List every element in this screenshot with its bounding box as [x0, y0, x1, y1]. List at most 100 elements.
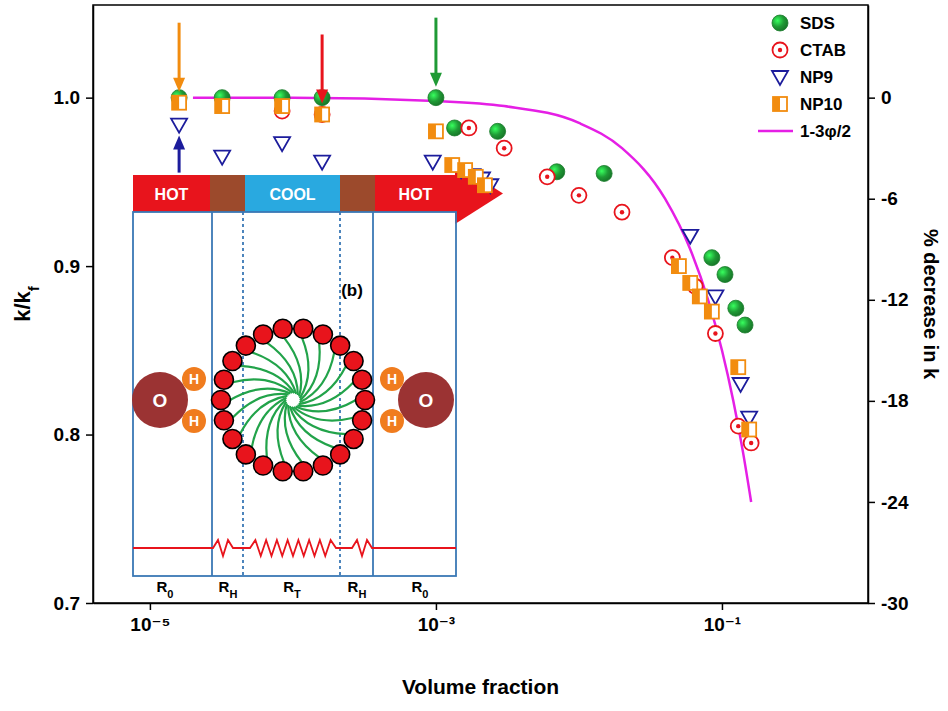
- marker-shape: [275, 99, 289, 113]
- x-axis-tick: 10⁻¹: [704, 603, 742, 635]
- marker-shape: [683, 276, 697, 290]
- tspan-element: 0: [167, 588, 173, 600]
- y2-axis-tick: 0: [868, 87, 892, 108]
- data-point: [445, 158, 459, 172]
- resistance-label: R0: [157, 578, 174, 600]
- marker-shape: [737, 317, 753, 333]
- data-point: [737, 317, 753, 333]
- micelle-tail: [240, 396, 287, 434]
- tick-label: 10⁻¹: [704, 614, 742, 635]
- micelle-tail: [285, 403, 302, 462]
- marker-shape: [478, 178, 492, 192]
- marker-shape: [315, 107, 329, 121]
- marker-shape: [490, 123, 506, 139]
- heat-band: [340, 175, 375, 212]
- micelle-head: [214, 411, 233, 430]
- tick-label: 1.0: [54, 87, 80, 108]
- y2-axis-title: % decrease in k: [920, 229, 942, 380]
- marker-shape: [429, 124, 436, 138]
- marker-shape: [215, 99, 222, 113]
- legend-entry: NP9: [772, 68, 833, 87]
- marker-shape: [315, 107, 330, 122]
- tick-mark: [868, 502, 875, 504]
- atom-label: H: [189, 371, 199, 387]
- marker-shape: [428, 90, 444, 106]
- y-axis-tick: 1.0: [54, 87, 93, 108]
- marker-shape: [469, 170, 476, 184]
- data-point: [682, 230, 698, 244]
- marker-shape: [749, 441, 753, 445]
- data-point: [215, 99, 229, 113]
- atom-label: H: [189, 413, 199, 429]
- plot-frame: [93, 5, 868, 603]
- y2-axis-tick: -24: [868, 492, 909, 513]
- tick-mark: [722, 603, 724, 610]
- data-point: [478, 178, 492, 192]
- marker-shape: [742, 422, 749, 436]
- x-axis-line: [94, 603, 869, 605]
- legend-marker: [772, 71, 788, 85]
- pointer-arrow: [316, 34, 328, 103]
- marker-shape: [717, 267, 733, 283]
- data-point: [733, 378, 749, 392]
- legend-label: SDS: [800, 14, 835, 33]
- legend-entry: 1-3φ/2: [758, 122, 851, 141]
- data-point: [429, 124, 443, 138]
- data-layer: [171, 18, 759, 502]
- marker-shape: [502, 146, 506, 150]
- clipped-marks: [171, 90, 759, 502]
- marker-shape: [733, 378, 749, 392]
- marker-shape: [447, 120, 463, 136]
- marker-shape: [773, 43, 788, 58]
- tick-label: -6: [881, 188, 898, 209]
- data-point: [693, 289, 707, 303]
- data-point: [172, 96, 186, 110]
- tick-mark: [86, 434, 93, 436]
- data-point: [705, 305, 719, 319]
- data-point: [717, 267, 733, 283]
- marker-shape: [478, 178, 485, 192]
- marker-shape: [315, 107, 322, 121]
- legend-marker: [773, 43, 788, 58]
- marker-shape: [742, 422, 756, 436]
- heat-band: [210, 175, 245, 212]
- micelle-head: [223, 352, 242, 371]
- tick-label: 0.9: [54, 256, 80, 277]
- marker-shape: [736, 424, 740, 428]
- tick-mark: [868, 300, 875, 302]
- y-axis-title: k/kf: [10, 285, 42, 322]
- marker-shape: [704, 250, 720, 266]
- marker-shape: [497, 141, 512, 156]
- resistance-label: R0: [412, 578, 429, 600]
- hydrogen-atom: [182, 409, 206, 433]
- arrow-tip: [173, 78, 185, 92]
- oxygen-atom: [398, 372, 454, 428]
- chart-container: 10⁻⁵10⁻³10⁻¹0.70.80.91.0-30-24-18-12-60V…: [0, 0, 948, 711]
- micelle-tail: [278, 402, 287, 463]
- data-point: [540, 169, 555, 184]
- micelle-head: [212, 391, 231, 410]
- x-axis-tick: 10⁻⁵: [130, 603, 170, 635]
- marker-shape: [571, 188, 586, 203]
- micelle-head: [273, 319, 292, 338]
- tick-mark: [436, 603, 438, 610]
- marker-shape: [778, 48, 782, 52]
- micelle-head: [313, 456, 332, 475]
- data-point: [731, 360, 745, 374]
- micelle-head: [294, 462, 313, 481]
- oxygen-atom: [132, 372, 188, 428]
- micelle-head: [214, 370, 233, 389]
- marker-shape: [672, 259, 679, 273]
- marker-shape: [682, 230, 698, 244]
- data-point: [707, 290, 723, 304]
- tick-label: 0.8: [54, 424, 80, 445]
- data-point: [728, 300, 744, 316]
- y-axis-tick: 0.9: [54, 256, 93, 277]
- marker-shape: [728, 300, 744, 316]
- pointer-arrow: [173, 23, 185, 92]
- micelle-head: [353, 411, 372, 430]
- y2-axis-tick: -30: [868, 593, 908, 614]
- data-point: [274, 137, 290, 151]
- legend-label: NP10: [800, 95, 843, 114]
- atom-label: H: [387, 413, 397, 429]
